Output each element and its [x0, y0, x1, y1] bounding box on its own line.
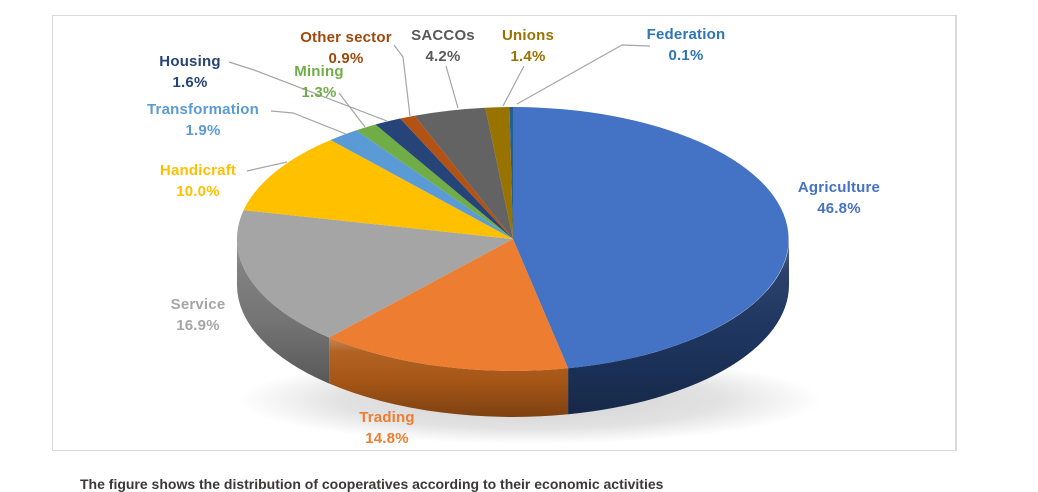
label-transformation-pct: 1.9% — [185, 122, 221, 139]
leader-line-housing — [228, 61, 388, 122]
pie-slice-federation — [509, 106, 513, 239]
label-trading: Trading 14.8% — [343, 407, 431, 449]
leader-line-other-sector — [393, 44, 411, 117]
label-unions-name: Unions — [501, 27, 555, 44]
pie-slice-trading — [329, 239, 569, 371]
label-mining: Mining 1.3% — [282, 61, 356, 103]
leader-line-handicraft — [246, 161, 288, 172]
label-unions-pct: 1.4% — [510, 48, 546, 65]
label-saccos-pct: 4.2% — [425, 48, 461, 65]
pie-slice-housing — [375, 118, 513, 239]
label-service-name: Service — [170, 296, 226, 313]
leader-line-mining — [338, 92, 366, 128]
label-service: Service 16.9% — [154, 294, 242, 336]
label-transformation: Transformation 1.9% — [135, 99, 271, 141]
label-saccos: SACCOs 4.2% — [399, 25, 487, 67]
pie-slice-transformation — [330, 130, 513, 239]
pie-slice-agriculture — [513, 107, 789, 369]
label-agriculture: Agriculture 46.8% — [787, 177, 891, 219]
label-service-pct: 16.9% — [176, 317, 220, 334]
leader-line-transformation — [270, 110, 347, 135]
label-unions: Unions 1.4% — [484, 25, 572, 67]
pie-slice-mining — [356, 124, 513, 239]
pie-slice-saccos — [414, 107, 513, 239]
label-other-sector-pct: 0.9% — [328, 50, 364, 67]
label-handicraft: Handicraft 10.0% — [152, 160, 244, 202]
label-transformation-name: Transformation — [147, 101, 259, 118]
leader-line-unions — [502, 65, 525, 107]
pie-slice-other-sector — [400, 115, 513, 239]
label-housing-name: Housing — [159, 53, 221, 70]
wall-shade-right — [568, 239, 789, 415]
label-saccos-name: SACCOs — [411, 27, 475, 44]
label-federation: Federation 0.1% — [634, 24, 738, 66]
label-federation-pct: 0.1% — [668, 47, 704, 64]
label-handicraft-pct: 10.0% — [176, 183, 220, 200]
label-trading-pct: 14.8% — [365, 430, 409, 447]
pie-slice-handicraft — [243, 140, 513, 239]
label-housing-pct: 1.6% — [172, 74, 208, 91]
pie-slice-unions — [485, 107, 513, 239]
wall-shade-left — [236, 239, 330, 384]
label-other-sector-name: Other sector — [300, 29, 392, 46]
label-federation-name: Federation — [646, 26, 726, 43]
label-trading-name: Trading — [359, 409, 415, 426]
label-mining-name: Mining — [294, 63, 344, 80]
label-housing: Housing 1.6% — [146, 51, 234, 93]
leader-line-saccos — [445, 65, 459, 109]
label-agriculture-name: Agriculture — [797, 179, 881, 196]
label-agriculture-pct: 46.8% — [817, 200, 861, 217]
figure-caption: The figure shows the distribution of coo… — [80, 476, 664, 492]
pie-slice-service — [236, 210, 514, 338]
label-handicraft-name: Handicraft — [159, 162, 237, 179]
label-other-sector: Other sector 0.9% — [297, 27, 395, 69]
label-mining-pct: 1.3% — [301, 84, 337, 101]
leader-line-federation — [516, 44, 651, 105]
wall-shade-front — [329, 337, 569, 417]
